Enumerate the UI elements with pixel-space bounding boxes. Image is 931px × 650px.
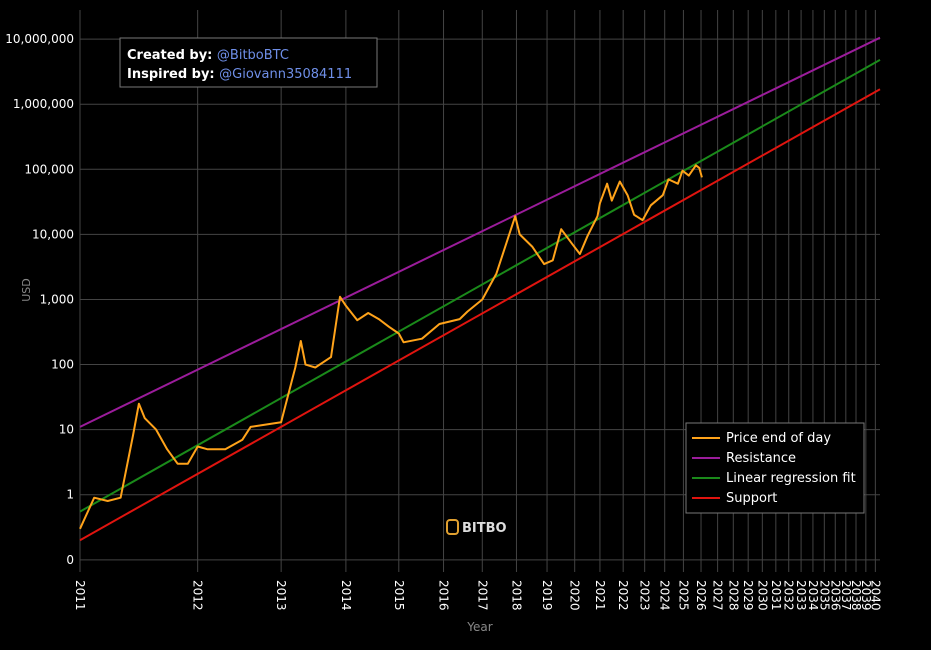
x-tick-label: 2018: [509, 580, 523, 611]
grid: [79, 10, 880, 572]
x-axis-label: Year: [466, 620, 492, 634]
watermark: BITBO: [446, 519, 507, 536]
watermark-text: BITBO: [462, 521, 507, 536]
x-tick-label: 2022: [616, 580, 630, 611]
inspired-label: Inspired by:: [127, 67, 215, 82]
x-tick-label: 2033: [794, 580, 808, 611]
created-by: @BitboBTC: [217, 48, 289, 63]
y-tick-label: 10,000: [32, 227, 74, 241]
y-tick-label: 100: [51, 358, 74, 372]
legend-label: Resistance: [726, 451, 796, 466]
annotation-label: Created by: @BitboBTC: [127, 48, 289, 63]
y-axis-label: USD: [20, 278, 33, 302]
x-tick-label: 2021: [593, 580, 607, 611]
x-tick-label: 2026: [694, 580, 708, 611]
x-tick-label: 2034: [806, 580, 820, 611]
x-tick-label: 2035: [817, 580, 831, 611]
x-tick-label: 2020: [568, 580, 582, 611]
x-tick-label: 2037: [839, 580, 853, 611]
annotation-label: Inspired by: @Giovann35084111: [127, 67, 352, 82]
x-tick-label: 2012: [191, 580, 205, 611]
x-tick-label: 2019: [540, 580, 554, 611]
x-tick-label: 2011: [73, 580, 87, 611]
x-tick-label: 2039: [859, 580, 873, 611]
x-tick-label: 2027: [711, 580, 725, 611]
legend: Price end of day Resistance Linear regress…: [685, 422, 865, 514]
annotation-box: [119, 37, 378, 88]
y-tick-label: 100,000: [24, 162, 74, 176]
x-tick-label: 2014: [339, 580, 353, 611]
x-tick-label: 2016: [437, 580, 451, 611]
y-tick-label: 1,000: [40, 292, 74, 306]
x-tick-label: 2023: [638, 580, 652, 611]
x-tick-label: 2036: [828, 580, 842, 611]
series-line: [79, 59, 881, 513]
inspired-by: @Giovann35084111: [219, 67, 352, 82]
y-tick-label: 10,000,000: [5, 32, 74, 46]
x-tick-label: 2015: [392, 580, 406, 611]
y-tick-label: 10: [59, 423, 74, 437]
created-label: Created by:: [127, 48, 212, 63]
x-tick-label: 2032: [782, 580, 796, 611]
x-tick-label: 2031: [769, 580, 783, 611]
x-tick-label: 2024: [658, 580, 672, 611]
y-tick-label: 0: [66, 553, 74, 567]
legend-label: Support: [726, 491, 777, 506]
annotation: Created by: @BitboBTC Inspired by: @Giov…: [119, 37, 378, 88]
plot-lines: [79, 36, 881, 542]
x-tick-label: 2040: [868, 580, 882, 611]
legend-label: Price end of day: [726, 431, 831, 446]
x-tick-label: 2029: [741, 580, 755, 611]
legend-label: Linear regression fit: [726, 471, 856, 486]
series-line: [79, 36, 881, 428]
x-tick-label: 2017: [475, 580, 489, 611]
y-tick-label: 1,000,000: [13, 97, 74, 111]
x-tick-label: 2028: [726, 580, 740, 611]
x-tick-label: 2038: [849, 580, 863, 611]
watermark-icon: [446, 519, 459, 535]
x-tick-label: 2013: [274, 580, 288, 611]
x-tick-label: 2025: [676, 580, 690, 611]
series-line: [79, 164, 703, 530]
y-tick-label: 1: [66, 488, 74, 502]
x-tick-label: 2030: [755, 580, 769, 611]
series-line: [79, 88, 881, 542]
